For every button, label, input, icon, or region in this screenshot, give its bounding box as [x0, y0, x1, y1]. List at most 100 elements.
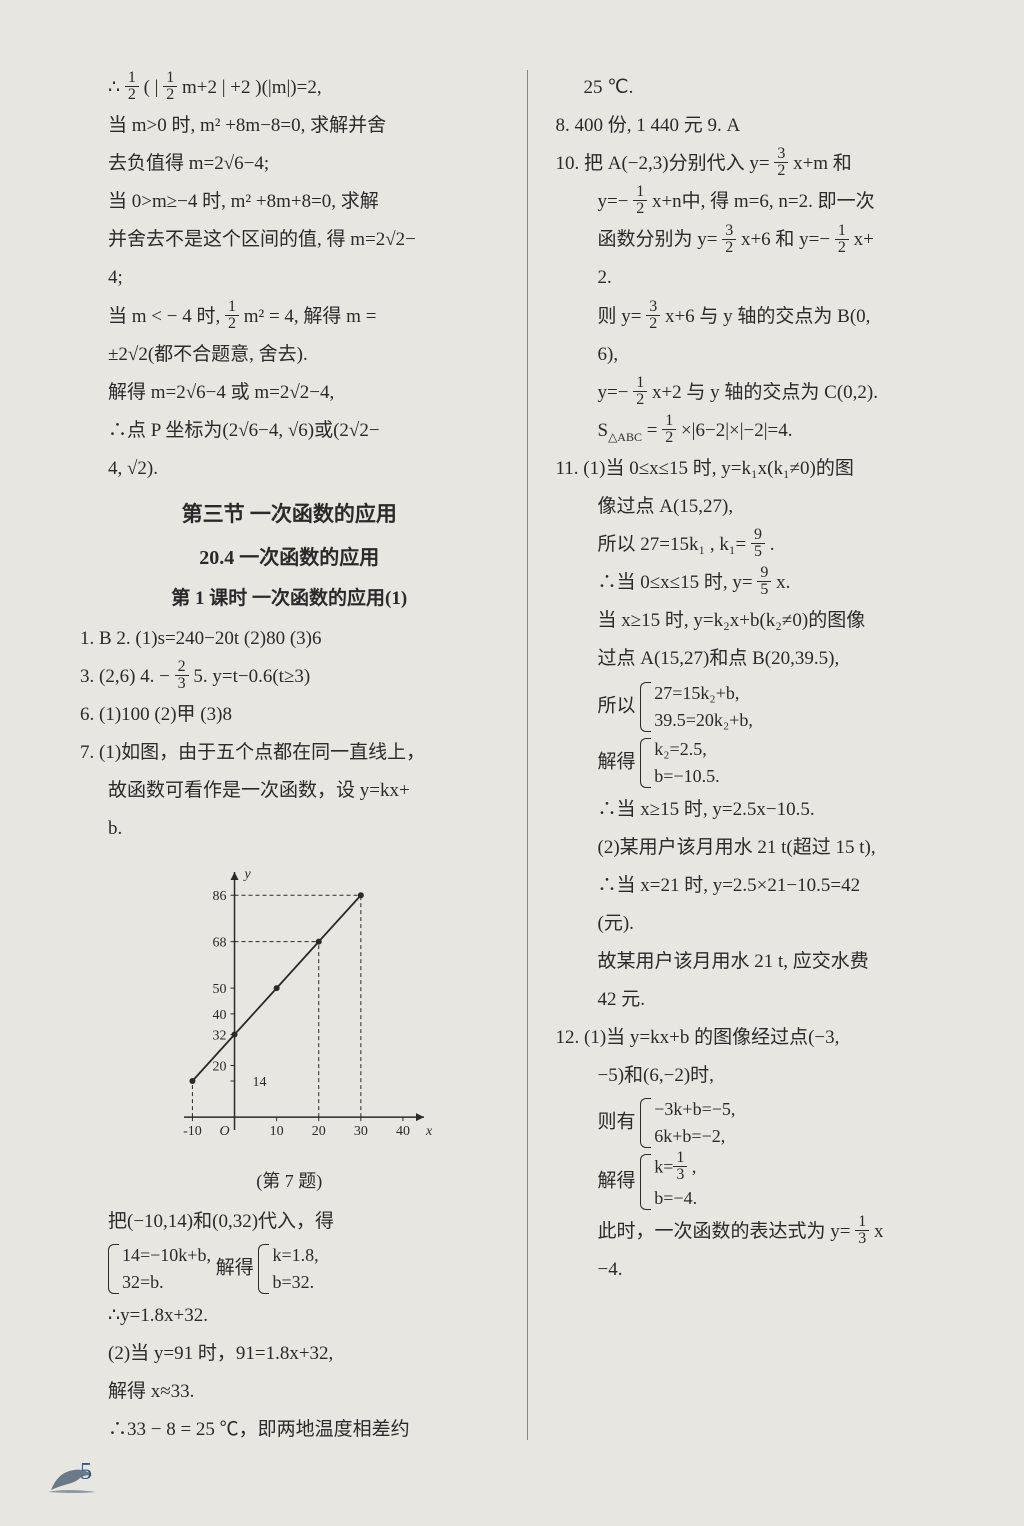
- lesson-title: 第 1 课时 一次函数的应用(1): [80, 581, 499, 617]
- text-line: 过点 A(15,27)和点 B(20,39.5),: [556, 641, 975, 677]
- text-line: 8. 400 份, 1 440 元 9. A: [556, 108, 975, 144]
- text-line: 解得 k=13 , b=−4.: [556, 1152, 975, 1212]
- text: m² = 4, 解得 m =: [244, 306, 377, 327]
- text-line: 解得 m=2√6−4 或 m=2√2−4,: [80, 375, 499, 411]
- text-line: ±2√2(都不合题意, 舍去).: [80, 337, 499, 373]
- text-line: 此时，一次函数的表达式为 y= 13 x: [556, 1214, 975, 1250]
- text-line: 故某用户该月用水 21 t, 应交水费: [556, 944, 975, 980]
- text-line: 14=−10k+b, 32=b. 解得 k=1.8, b=32.: [80, 1242, 499, 1296]
- text: y=−: [598, 382, 629, 403]
- text: 则 y=: [598, 306, 642, 327]
- svg-text:20: 20: [213, 1059, 227, 1074]
- text-line: 4;: [80, 260, 499, 296]
- chart-q7: -101020304014203240506886Oxy: [140, 858, 499, 1158]
- svg-text:14: 14: [253, 1075, 267, 1090]
- page-number: 5: [80, 1459, 92, 1486]
- svg-text:40: 40: [213, 1007, 227, 1022]
- fraction: 32: [646, 299, 660, 332]
- fraction: 12: [633, 184, 647, 217]
- text-line: 3. (2,6) 4. − 23 5. y=t−0.6(t≥3): [80, 659, 499, 695]
- fraction: 13: [673, 1150, 687, 1183]
- text-line: 11. (1)当 0≤x≤15 时, y=k₁x(k₁≠0)的图: [556, 451, 975, 487]
- svg-text:50: 50: [213, 982, 227, 997]
- text: =: [647, 420, 658, 441]
- text-line: 解得 x≈33.: [80, 1374, 499, 1410]
- text-line: b.: [80, 811, 499, 847]
- fraction: 12: [633, 375, 647, 408]
- brace-system: k=1.8, b=32.: [258, 1242, 318, 1296]
- text-line: y=− 12 x+n中, 得 m=6, n=2. 即一次: [556, 184, 975, 220]
- text-line: (元).: [556, 906, 975, 942]
- fraction: 95: [757, 565, 771, 598]
- text: .: [770, 534, 775, 555]
- text-line: ∴点 P 坐标为(2√6−4, √6)或(2√2−: [80, 413, 499, 449]
- right-column: 25 ℃. 8. 400 份, 1 440 元 9. A 10. 把 A(−2,…: [556, 70, 975, 1440]
- brace-system: k₂=2.5, b=−10.5.: [640, 736, 719, 790]
- text-line: ∴y=1.8x+32.: [80, 1298, 499, 1334]
- text: 10. 把 A(−2,3)分别代入 y=: [556, 153, 770, 174]
- text-line: 2.: [556, 260, 975, 296]
- text-line: 把(−10,14)和(0,32)代入，得: [80, 1204, 499, 1240]
- svg-text:x: x: [425, 1124, 433, 1139]
- text: ∴当 0≤x≤15 时, y=: [598, 572, 753, 593]
- text-line: ∴当 x=21 时, y=2.5×21−10.5=42: [556, 868, 975, 904]
- text-line: 去负值得 m=2√6−4;: [80, 146, 499, 182]
- text-line: ∴当 x≥15 时, y=2.5x−10.5.: [556, 792, 975, 828]
- fraction: 12: [835, 223, 849, 256]
- brace-system: 27=15k₂+b, 39.5=20k₂+b,: [640, 680, 753, 734]
- svg-text:68: 68: [213, 935, 227, 950]
- text: S: [598, 420, 609, 441]
- text-line: 像过点 A(15,27),: [556, 489, 975, 525]
- text: ( |: [144, 77, 159, 98]
- text-line: 25 ℃.: [556, 70, 975, 106]
- fraction: 32: [722, 223, 736, 256]
- fraction: 95: [751, 527, 765, 560]
- left-column: ∴ 12 ( | 12 m+2 | +2 )(|m|)=2, 当 m>0 时, …: [80, 70, 499, 1440]
- fraction: 13: [855, 1214, 869, 1247]
- text: x.: [776, 572, 790, 593]
- text-line: −5)和(6,−2)时,: [556, 1058, 975, 1094]
- text: 5. y=t−0.6(t≥3): [193, 666, 310, 687]
- brace-system: −3k+b=−5, 6k+b=−2,: [640, 1096, 735, 1150]
- text: ×|6−2|×|−2|=4.: [681, 420, 793, 441]
- svg-text:30: 30: [354, 1124, 368, 1139]
- text-line: 6),: [556, 337, 975, 373]
- text-line: 所以 27=15k₁ , k₁= 95 .: [556, 527, 975, 563]
- svg-text:10: 10: [270, 1124, 284, 1139]
- text: 所以 27=15k₁ , k₁=: [598, 534, 747, 555]
- text-line: 解得 k₂=2.5, b=−10.5.: [556, 736, 975, 790]
- text: x+m 和: [793, 153, 852, 174]
- text: 此时，一次函数的表达式为 y=: [598, 1221, 851, 1242]
- text: m+2 | +2 )(|m|)=2,: [182, 77, 322, 98]
- chart-caption: (第 7 题): [80, 1164, 499, 1198]
- text-line: 6. (1)100 (2)甲 (3)8: [80, 697, 499, 733]
- text-line: y=− 12 x+2 与 y 轴的交点为 C(0,2).: [556, 375, 975, 411]
- text-line: 12. (1)当 y=kx+b 的图像经过点(−3,: [556, 1020, 975, 1056]
- svg-text:y: y: [243, 867, 252, 882]
- text-line: 42 元.: [556, 982, 975, 1018]
- text: 则有: [598, 1112, 641, 1133]
- text: x+: [854, 229, 874, 250]
- fraction: 12: [225, 299, 239, 332]
- text: x+n中, 得 m=6, n=2. 即一次: [652, 191, 875, 212]
- text-line: 故函数可看作是一次函数，设 y=kx+: [80, 773, 499, 809]
- text: 解得: [216, 1257, 259, 1278]
- text-line: ∴ 12 ( | 12 m+2 | +2 )(|m|)=2,: [80, 70, 499, 106]
- fraction: 23: [175, 659, 189, 692]
- text-line: 当 x≥15 时, y=k₂x+b(k₂≠0)的图像: [556, 603, 975, 639]
- fraction: 12: [163, 70, 177, 103]
- text-line: 函数分别为 y= 32 x+6 和 y=− 12 x+: [556, 222, 975, 258]
- text-line: 则 y= 32 x+6 与 y 轴的交点为 B(0,: [556, 299, 975, 335]
- brace-system: 14=−10k+b, 32=b.: [108, 1242, 211, 1296]
- text-line: ∴当 0≤x≤15 时, y= 95 x.: [556, 565, 975, 601]
- fraction: 32: [774, 146, 788, 179]
- text: y=−: [598, 191, 629, 212]
- text-line: 7. (1)如图，由于五个点都在同一直线上，: [80, 735, 499, 771]
- svg-text:-10: -10: [183, 1124, 202, 1139]
- text-line: 则有 −3k+b=−5, 6k+b=−2,: [556, 1096, 975, 1150]
- text-line: 当 m < − 4 时, 12 m² = 4, 解得 m =: [80, 299, 499, 335]
- text-line: 当 0>m≥−4 时, m² +8m+8=0, 求解: [80, 184, 499, 220]
- svg-text:86: 86: [213, 889, 227, 904]
- text-line: (2)某用户该月用水 21 t(超过 15 t),: [556, 830, 975, 866]
- svg-text:20: 20: [312, 1124, 326, 1139]
